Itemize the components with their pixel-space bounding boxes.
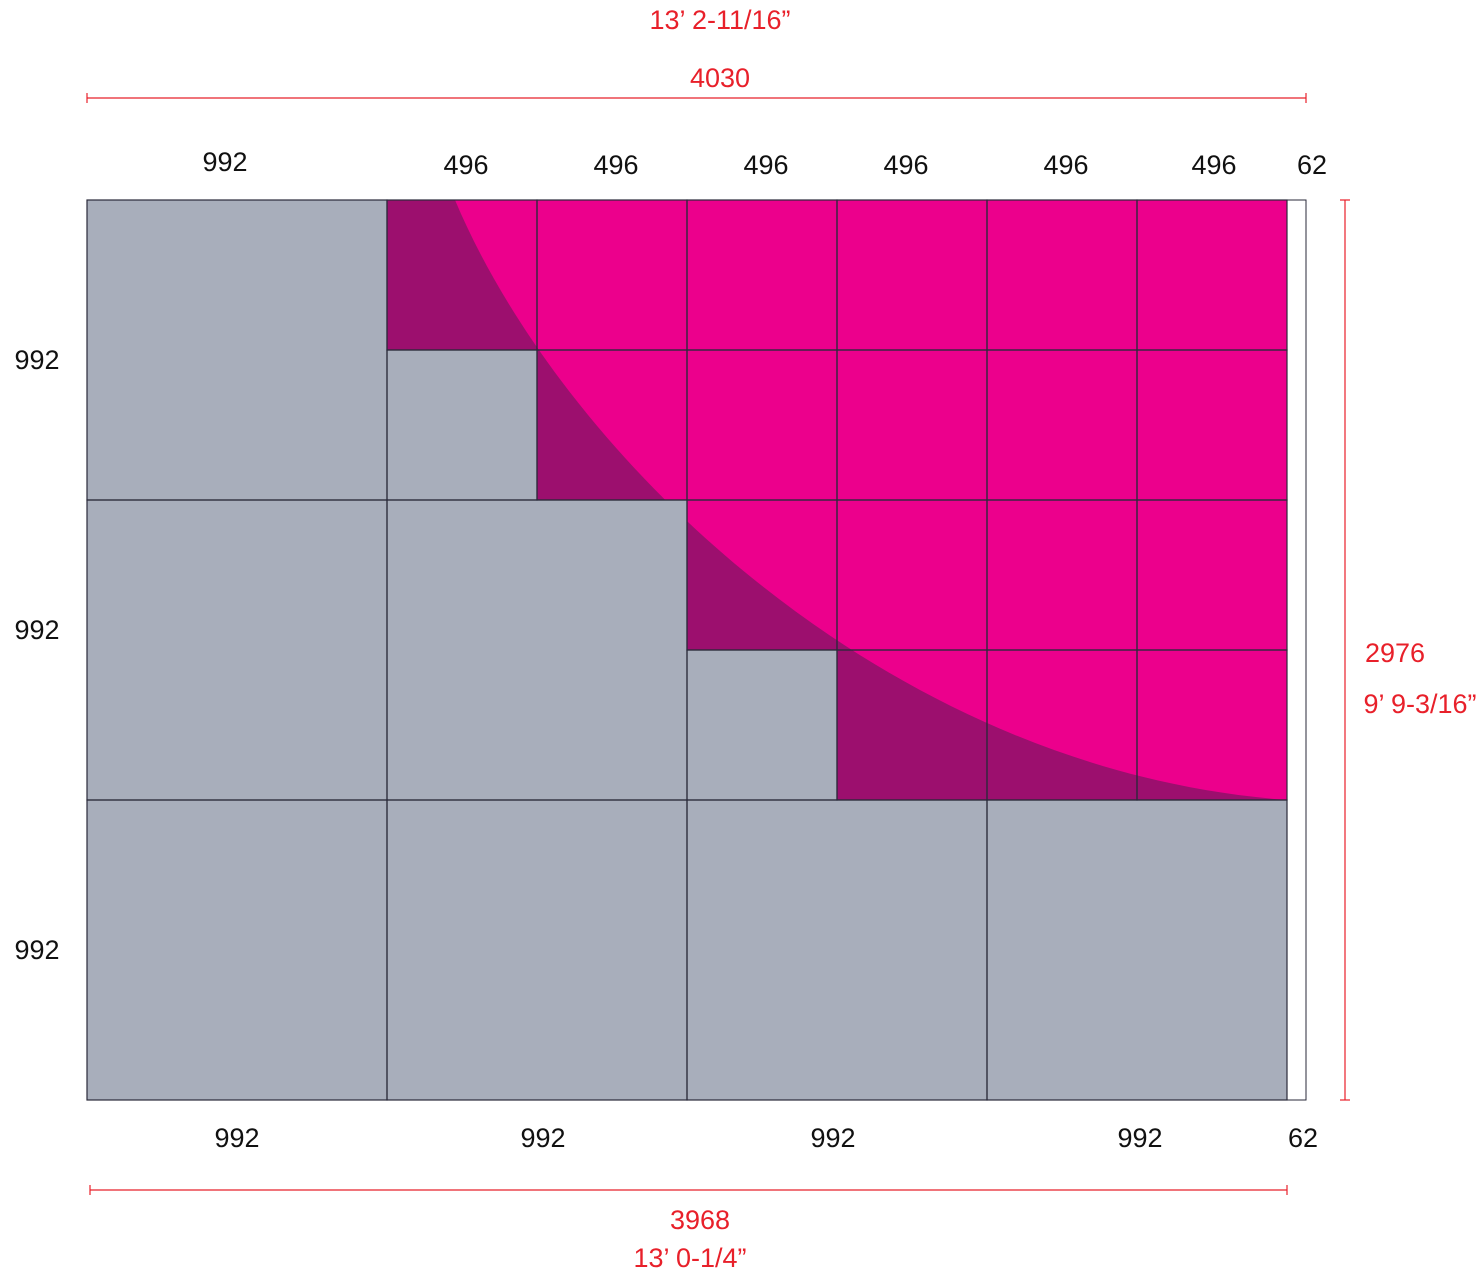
- top-label: 496: [1043, 150, 1088, 180]
- left-label: 992: [14, 345, 59, 375]
- overall-height: 2976: [1365, 638, 1425, 668]
- bottom-label: 992: [214, 1123, 259, 1153]
- bottom-width: 3968: [670, 1205, 730, 1235]
- small-tiles: [386, 199, 1288, 801]
- bottom-width-imperial: 13’ 0-1/4”: [633, 1243, 746, 1273]
- top-label: 496: [743, 150, 788, 180]
- top-label: 992: [202, 147, 247, 177]
- overall-width: 4030: [690, 63, 750, 93]
- top-label: 62: [1297, 150, 1327, 180]
- bottom-label: 992: [520, 1123, 565, 1153]
- small-tile: [1136, 649, 1288, 801]
- tiles: [86, 199, 1288, 1101]
- left-label: 992: [14, 935, 59, 965]
- top-label: 496: [1191, 150, 1236, 180]
- left-label: 992: [14, 615, 59, 645]
- top-label: 496: [593, 150, 638, 180]
- top-label: 496: [443, 150, 488, 180]
- filler-strip: [1286, 199, 1307, 1101]
- bottom-label: 992: [1117, 1123, 1162, 1153]
- bottom-label: 62: [1288, 1123, 1318, 1153]
- overall-width-imperial: 13’ 2-11/16”: [649, 5, 790, 35]
- top-label: 496: [883, 150, 928, 180]
- bottom-label: 992: [810, 1123, 855, 1153]
- overall-height-imperial: 9’ 9-3/16”: [1363, 689, 1476, 719]
